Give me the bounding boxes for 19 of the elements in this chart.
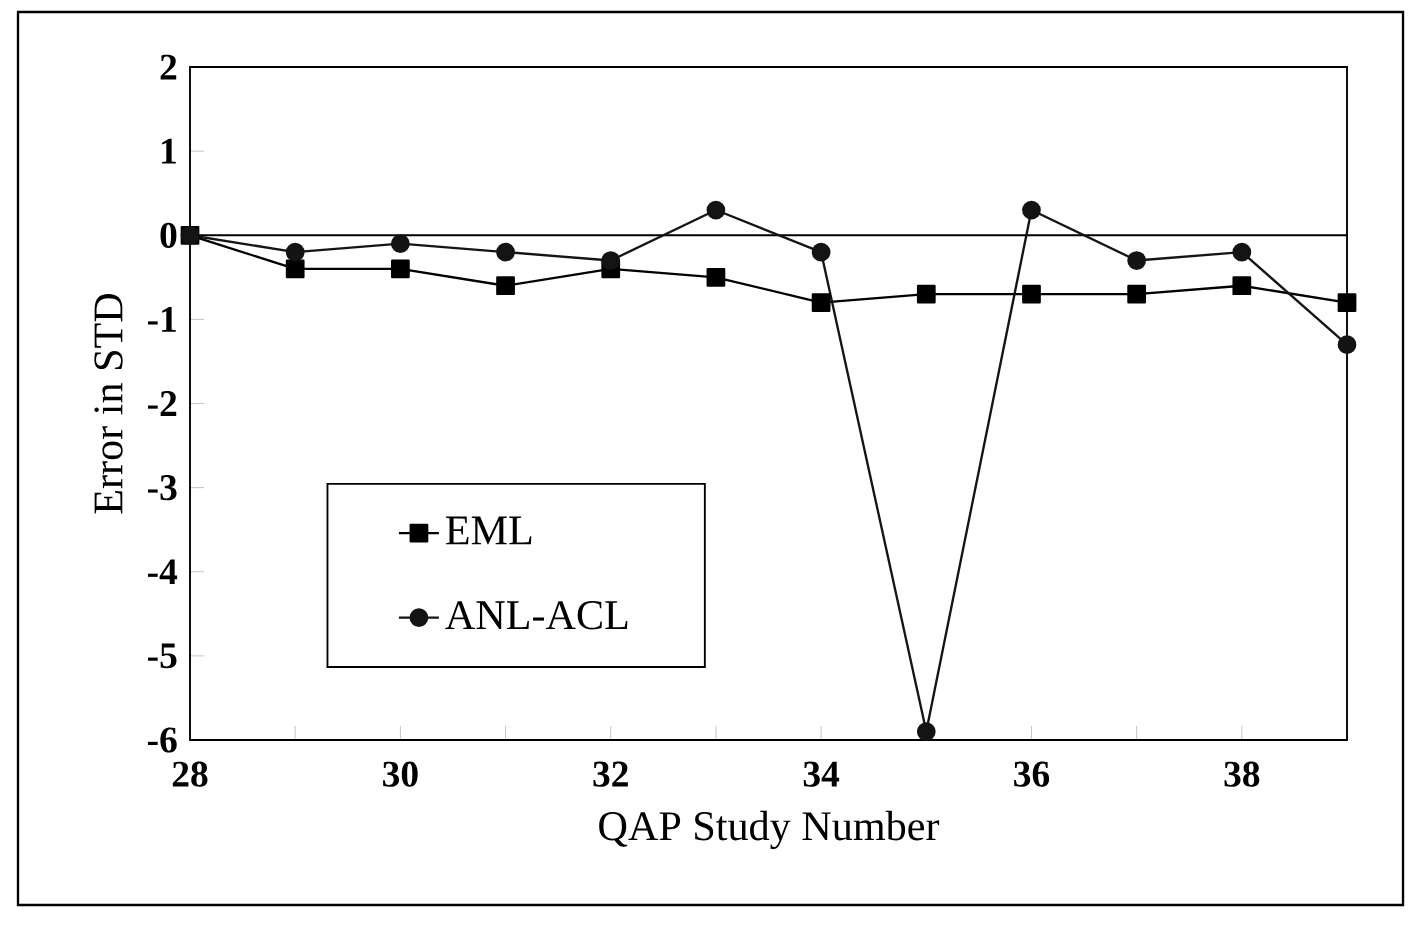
y-axis-title: Error in STD [94, 293, 123, 514]
x-axis-title: QAP Study Number [599, 810, 940, 850]
y-tick-label: -1 [147, 307, 176, 332]
y-tick-label: -4 [147, 559, 178, 585]
y-tick-label: -3 [147, 475, 177, 501]
y-tick-label: -6 [147, 727, 177, 753]
y-tick-label: 1 [162, 138, 176, 164]
y-tick-label: -2 [147, 391, 177, 416]
y-tick-label: 2 [160, 54, 177, 80]
legend-label: ANL-ACL [445, 601, 628, 630]
legend-label: EML [446, 516, 532, 545]
x-tick-label: 36 [1014, 761, 1050, 787]
x-tick-label: 32 [593, 761, 628, 787]
x-tick-label: 34 [803, 761, 840, 787]
y-tick-label: 0 [160, 222, 177, 248]
y-tick-label: -5 [147, 643, 177, 669]
x-tick-label: 30 [383, 761, 418, 787]
x-tick-label: 38 [1224, 761, 1260, 787]
x-tick-label: 28 [172, 761, 208, 787]
